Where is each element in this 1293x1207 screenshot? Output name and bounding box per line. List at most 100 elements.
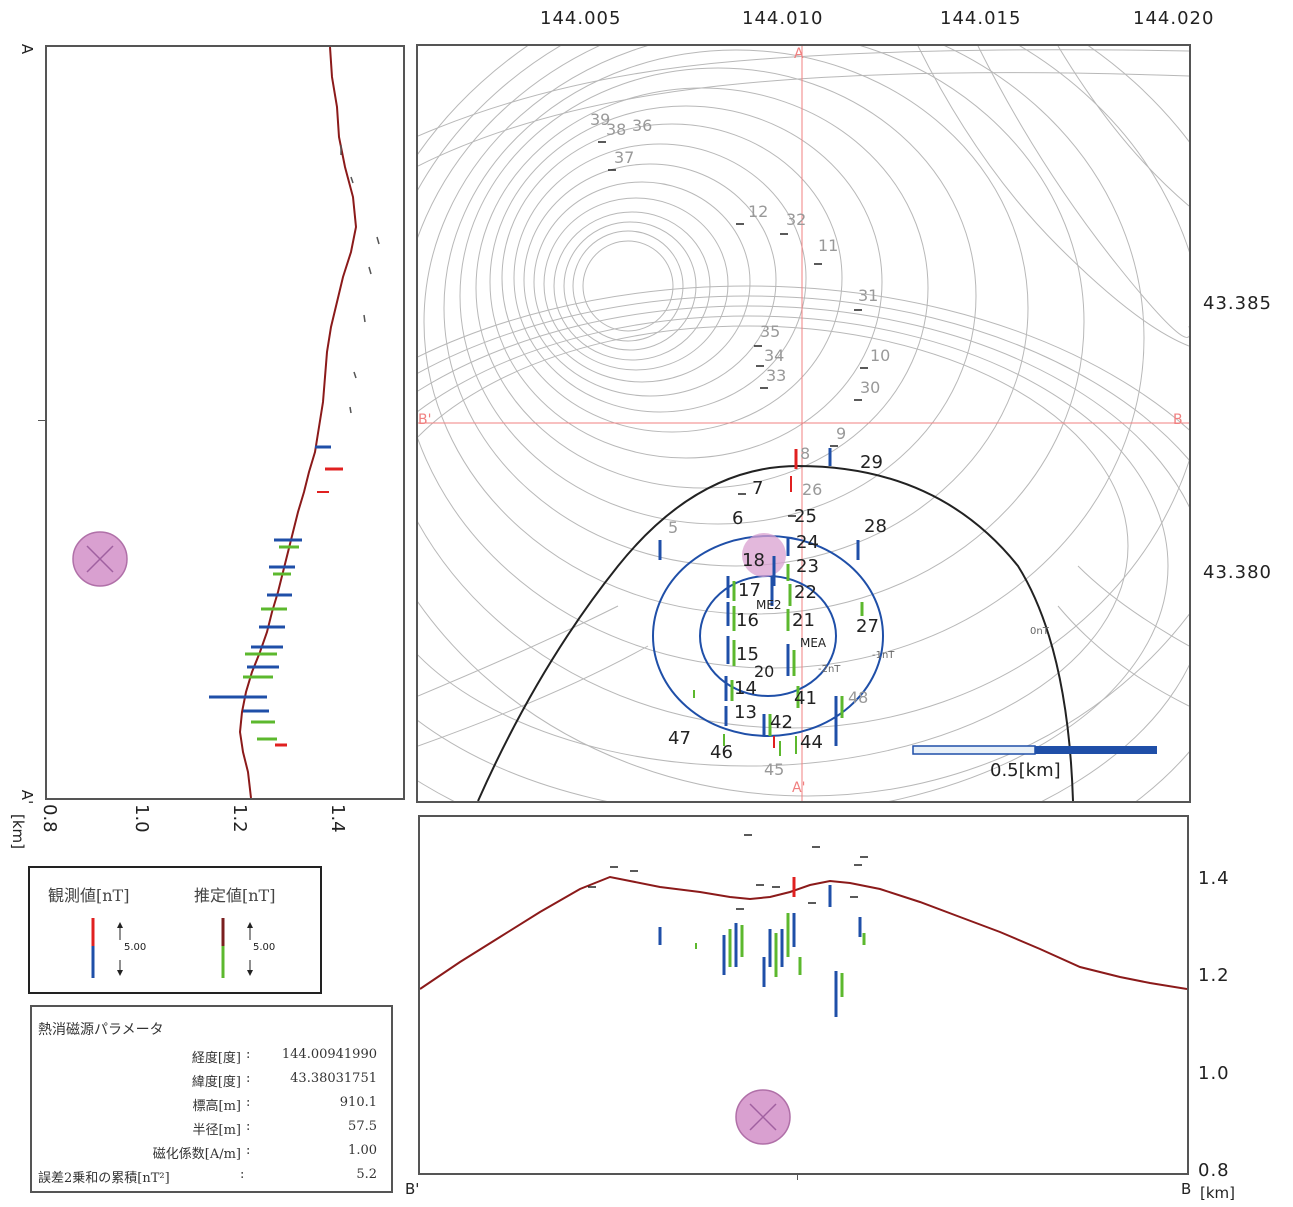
left-tick-4: 1.4 <box>327 804 348 833</box>
station-label-32: 32 <box>786 210 807 229</box>
top-tick-4: 144.020 <box>1133 8 1215 29</box>
station-label-22: 22 <box>794 582 817 603</box>
top-tick-3: 144.015 <box>940 8 1022 29</box>
profile-b-right-label: B <box>1181 1180 1192 1198</box>
b-axis-unit: [km] <box>1200 1184 1236 1202</box>
param-value-elevation: 910.1 <box>339 1095 377 1110</box>
b-tick-4: 0.8 <box>1198 1160 1230 1181</box>
station-label-8: 8 <box>800 444 811 463</box>
param-value-longitude: 144.00941990 <box>281 1047 377 1062</box>
param-label-latitude: 緯度[度] <box>191 1075 241 1090</box>
map-label-a-top: A <box>794 46 804 62</box>
left-tick-1: 0.8 <box>39 804 60 833</box>
param-label-longitude: 経度[度] <box>191 1051 241 1066</box>
param-label-magnetization: 磁化係数[A/m] <box>152 1147 241 1162</box>
param-sep-error: : <box>240 1167 245 1182</box>
param-sep-longitude: : <box>246 1047 251 1062</box>
station-label-15: 15 <box>736 644 759 665</box>
station-label-29: 29 <box>860 452 883 473</box>
profile-b-panel <box>418 815 1189 1175</box>
station-label-24: 24 <box>796 532 819 553</box>
station-label-45: 45 <box>764 760 785 779</box>
station-label-26: 26 <box>802 480 823 499</box>
station-label-18: 18 <box>742 550 765 571</box>
profile-a-bottom-label: A' <box>18 789 37 805</box>
station-label-36: 36 <box>632 116 653 135</box>
terrain-line-a <box>238 46 358 799</box>
left-axis-unit: [km] <box>9 814 27 850</box>
legend-est-scale: 5.00 <box>253 942 276 953</box>
station-bars <box>658 448 864 756</box>
profile-b-plot <box>419 834 1188 1145</box>
profile-b-bars <box>658 877 866 1017</box>
station-label-35: 35 <box>760 322 781 341</box>
station-label-30: 30 <box>860 378 881 397</box>
legend-observed-label: 観測値[nT] <box>48 886 130 905</box>
station-label-7: 7 <box>752 478 764 499</box>
terrain-line-b <box>419 875 1188 990</box>
map-label-b-right: B <box>1173 412 1183 428</box>
params-title: 熱消磁源パラメータ <box>38 1022 164 1038</box>
station-label-46: 46 <box>710 742 733 763</box>
param-value-latitude: 43.38031751 <box>290 1071 377 1086</box>
legend-estimated-label: 推定値[nT] <box>194 886 276 905</box>
b-tick-1: 1.4 <box>1198 868 1230 889</box>
station-label-25: 25 <box>794 506 817 527</box>
profile-a-mid-tick <box>38 420 45 421</box>
map-label-b-left: B' <box>418 412 432 428</box>
map-label-a-bottom: A' <box>792 780 806 796</box>
scale-bar-dark <box>1035 746 1157 754</box>
station-label-41: 41 <box>794 688 817 709</box>
param-value-magnetization: 1.00 <box>348 1143 377 1158</box>
param-label-error: 誤差2乗和の累積[nT²] <box>38 1171 170 1186</box>
b-tick-2: 1.2 <box>1198 965 1230 986</box>
station-label-39: 39 <box>590 110 611 129</box>
right-tick-1: 43.385 <box>1203 293 1272 314</box>
station-label-38: 38 <box>606 120 627 139</box>
map-panel <box>207 0 1289 967</box>
scale-bar-light <box>912 745 1036 755</box>
station-label-44: 44 <box>800 732 823 753</box>
contour-label-minus2: -2nT <box>818 664 841 675</box>
station-label-28: 28 <box>864 516 887 537</box>
parameters-box: 熱消磁源パラメータ 経度[度] : 144.00941990 緯度[度] : 4… <box>30 1005 393 1193</box>
station-label-17: 17 <box>738 580 761 601</box>
param-value-radius: 57.5 <box>348 1119 377 1134</box>
legend-symbols <box>91 918 253 978</box>
station-label-12: 12 <box>748 202 769 221</box>
param-label-elevation: 標高[m] <box>192 1099 241 1114</box>
contour-zero <box>477 464 1074 802</box>
top-tick-2: 144.010 <box>742 8 824 29</box>
profile-b-left-label: B' <box>405 1180 420 1198</box>
param-sep-latitude: : <box>246 1071 251 1086</box>
station-label-6: 6 <box>732 508 744 529</box>
station-label-13: 13 <box>734 702 757 723</box>
profile-a-bars <box>209 445 343 747</box>
scale-bar-label: 0.5[km] <box>990 760 1061 781</box>
station-label-47: 47 <box>668 728 691 749</box>
station-label-16: 16 <box>736 610 759 631</box>
left-tick-2: 1.0 <box>131 804 152 833</box>
marker-label-mea: MEA <box>800 636 827 650</box>
legend-obs-scale: 5.00 <box>124 942 147 953</box>
station-label-42: 42 <box>770 712 793 733</box>
b-tick-3: 1.0 <box>1198 1063 1230 1084</box>
station-label-14: 14 <box>734 678 757 699</box>
param-sep-radius: : <box>246 1119 251 1134</box>
param-sep-magnetization: : <box>246 1143 251 1158</box>
station-label-5: 5 <box>668 518 679 537</box>
profile-a-panel <box>45 45 405 800</box>
station-label-33: 33 <box>766 366 787 385</box>
station-label-23: 23 <box>796 556 819 577</box>
station-label-48: 48 <box>848 688 869 707</box>
param-value-error: 5.2 <box>356 1167 377 1182</box>
marker-label-me2: ME2 <box>756 598 782 612</box>
station-label-21: 21 <box>792 610 815 631</box>
legend-box: 観測値[nT] 推定値[nT] 5.00 5.00 <box>28 866 322 994</box>
contour-label-minus1: -1nT <box>872 650 895 661</box>
station-label-37: 37 <box>614 148 635 167</box>
station-label-34: 34 <box>764 346 785 365</box>
right-tick-2: 43.380 <box>1203 562 1272 583</box>
top-tick-1: 144.005 <box>540 8 622 29</box>
station-label-31: 31 <box>858 286 879 305</box>
